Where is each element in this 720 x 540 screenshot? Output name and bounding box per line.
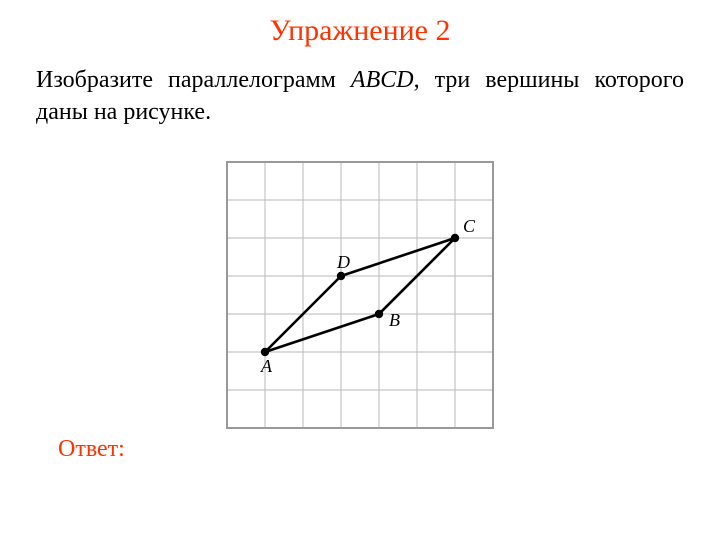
vertex-label-b: B — [389, 310, 400, 330]
task-shape-label: ABCD — [351, 67, 414, 93]
task-text: Изобразите параллелограмм ABCD, три верш… — [36, 64, 684, 129]
task-prefix: Изобразите параллелограмм — [36, 67, 351, 93]
page-title: Упражнение 2 — [0, 14, 720, 48]
answer-label: Ответ: — [58, 436, 125, 463]
vertex-label-c: C — [463, 216, 476, 236]
vertex-label-d: D — [336, 252, 350, 272]
diagram: A B C D — [225, 160, 495, 430]
vertex-label-a: A — [260, 356, 273, 376]
